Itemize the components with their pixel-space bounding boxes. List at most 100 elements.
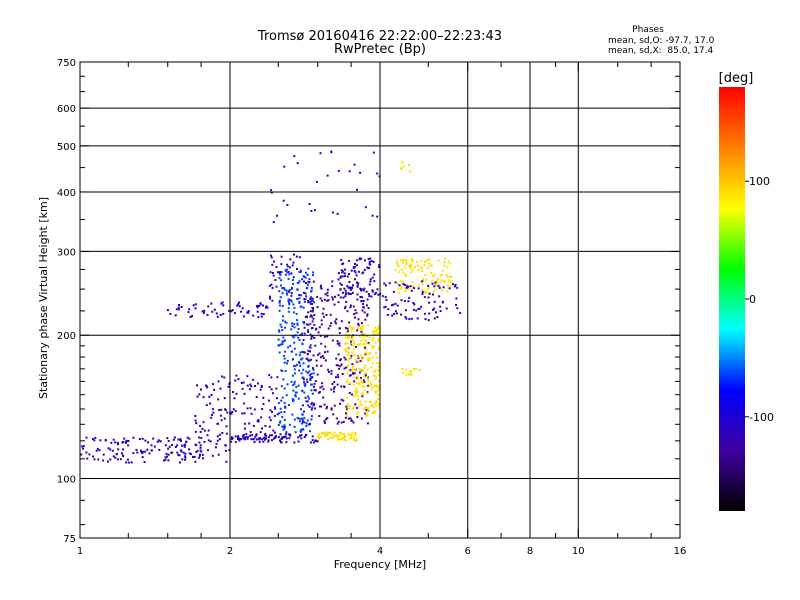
data-point-O-cyan-mass [289, 344, 292, 347]
data-point-purple-mass [337, 364, 340, 367]
data-point-O-cyan-mass [302, 368, 305, 371]
colorbar-tick-label: -100 [749, 411, 774, 424]
data-point-rise-to-F [264, 424, 267, 427]
data-point-rise-to-F [211, 413, 213, 416]
data-point-O-cyan-mass [306, 329, 309, 331]
data-point-purple-mass [345, 408, 348, 411]
data-point-O-cyan-mass [299, 420, 302, 423]
data-point-rise-to-F [220, 408, 223, 411]
data-point-F-low-2 [269, 284, 271, 287]
data-point-O-cyan-mass [296, 416, 299, 419]
data-point-F-low-1 [258, 305, 261, 307]
data-point-X-yellow [376, 356, 379, 359]
data-point-purple-mass [345, 300, 348, 303]
data-point-purple-mass [325, 407, 328, 410]
data-point-purple-mass [311, 320, 314, 323]
data-point-O-cyan-mass [295, 363, 298, 366]
data-point-X-yellow [372, 337, 375, 340]
data-point-rise-to-F [209, 402, 211, 405]
data-point-low-E-trace [80, 453, 83, 456]
data-point-low-E-trace [158, 448, 161, 451]
data-point-O-cyan-mass [301, 278, 303, 281]
data-point-rise-to-F [275, 397, 278, 400]
data-point-low-E-trace [123, 437, 126, 440]
data-point-O-cyan-mass [311, 297, 314, 300]
data-point-O-cyan-mass [305, 422, 308, 425]
data-point-blue-F-upper [396, 304, 399, 307]
data-point-rise-to-F [221, 432, 224, 434]
data-point-rise-to-F [273, 431, 276, 434]
data-point-low-E-trace [183, 455, 186, 458]
data-point-X-yellow-base [350, 433, 353, 436]
data-point-rise-to-F [252, 424, 255, 427]
data-point-rise-to-F [226, 411, 229, 414]
data-point-purple-mass [341, 373, 344, 375]
data-point-blue-F-upper [439, 310, 442, 312]
data-point-purple-mass [350, 419, 353, 422]
data-point-X-yellow [370, 383, 373, 386]
data-point-purple-mass [338, 367, 341, 370]
data-point-X-yellow-F [435, 284, 438, 287]
data-point-F-low-1 [221, 301, 224, 304]
data-point-X-yellow [359, 326, 362, 329]
data-point-low-E-trace [93, 439, 96, 442]
data-point-rise-to-F [223, 417, 226, 420]
data-point-X-yellow [347, 347, 350, 350]
data-point-O-cyan-mass [281, 329, 284, 332]
data-point-purple-mass [310, 327, 313, 330]
data-point-purple-mass [342, 420, 345, 423]
data-point-O-cyan-mass [293, 368, 296, 371]
data-point-purple-mass [313, 389, 316, 392]
data-point-O-cyan-mass [280, 325, 283, 328]
data-point-purple-mass [343, 356, 346, 359]
data-point-purple-mass [337, 376, 340, 379]
data-point-X-yellow-F [409, 267, 412, 270]
data-point-blue-upper [355, 264, 358, 267]
data-point-blue-upper [344, 268, 346, 271]
data-point-blue-base [312, 441, 315, 444]
data-point-purple-mass [306, 323, 309, 326]
data-point-low-E-trace [110, 441, 113, 444]
data-point-X-yellow [357, 360, 360, 363]
data-point-low-E-trace [95, 449, 98, 452]
data-point-purple-mass [318, 415, 321, 417]
data-point-blue-base [264, 434, 267, 437]
data-point-O-cyan-mass [305, 271, 307, 274]
data-point-low-E-trace [86, 457, 89, 460]
data-point-low-E-trace [181, 458, 184, 461]
data-point-purple-mass [351, 393, 353, 396]
data-point-X-yellow-base [332, 434, 335, 437]
data-point-purple-mass [333, 303, 336, 306]
data-point-rise-to-F [218, 409, 221, 411]
data-point-F-low-2 [290, 294, 293, 297]
data-point-low-E-trace [189, 453, 192, 456]
data-point-blue-F-upper [452, 283, 455, 286]
data-point-X-yellow-F [401, 280, 404, 283]
data-point-purple-mass [339, 358, 342, 361]
data-point-O-cyan-mass [277, 338, 280, 341]
data-point-blue-upper [367, 258, 370, 261]
data-point-blue-upper [346, 285, 349, 288]
data-point-purple-mass [343, 386, 346, 388]
data-point-low-E-trace [194, 460, 197, 463]
data-point-purple-mass [344, 416, 347, 419]
data-point-rise-to-F [243, 392, 246, 395]
data-point-X-yellow [377, 338, 380, 341]
data-point-blue-base [279, 439, 281, 442]
data-point-purple-mass [350, 354, 353, 357]
data-point-rise-to-F [257, 419, 260, 421]
data-point-blue-F-upper [456, 307, 459, 310]
data-point-purple-mass [310, 337, 313, 340]
data-point-rise-to-F [235, 374, 238, 377]
data-point-X-yellow [358, 367, 361, 370]
data-point-X-yellow-F [411, 285, 414, 288]
data-point-blue-upper [339, 282, 342, 285]
data-point-X-yellow-F [399, 280, 402, 283]
data-point-X-yellow [358, 343, 361, 346]
data-point-purple-mass [318, 352, 321, 355]
data-point-F-low-2 [278, 272, 281, 275]
data-point-purple-mass [338, 332, 341, 334]
data-point-F-low-2 [298, 294, 301, 297]
data-point-O-cyan-mass [279, 420, 282, 423]
data-point-X-yellow-base [319, 436, 322, 438]
